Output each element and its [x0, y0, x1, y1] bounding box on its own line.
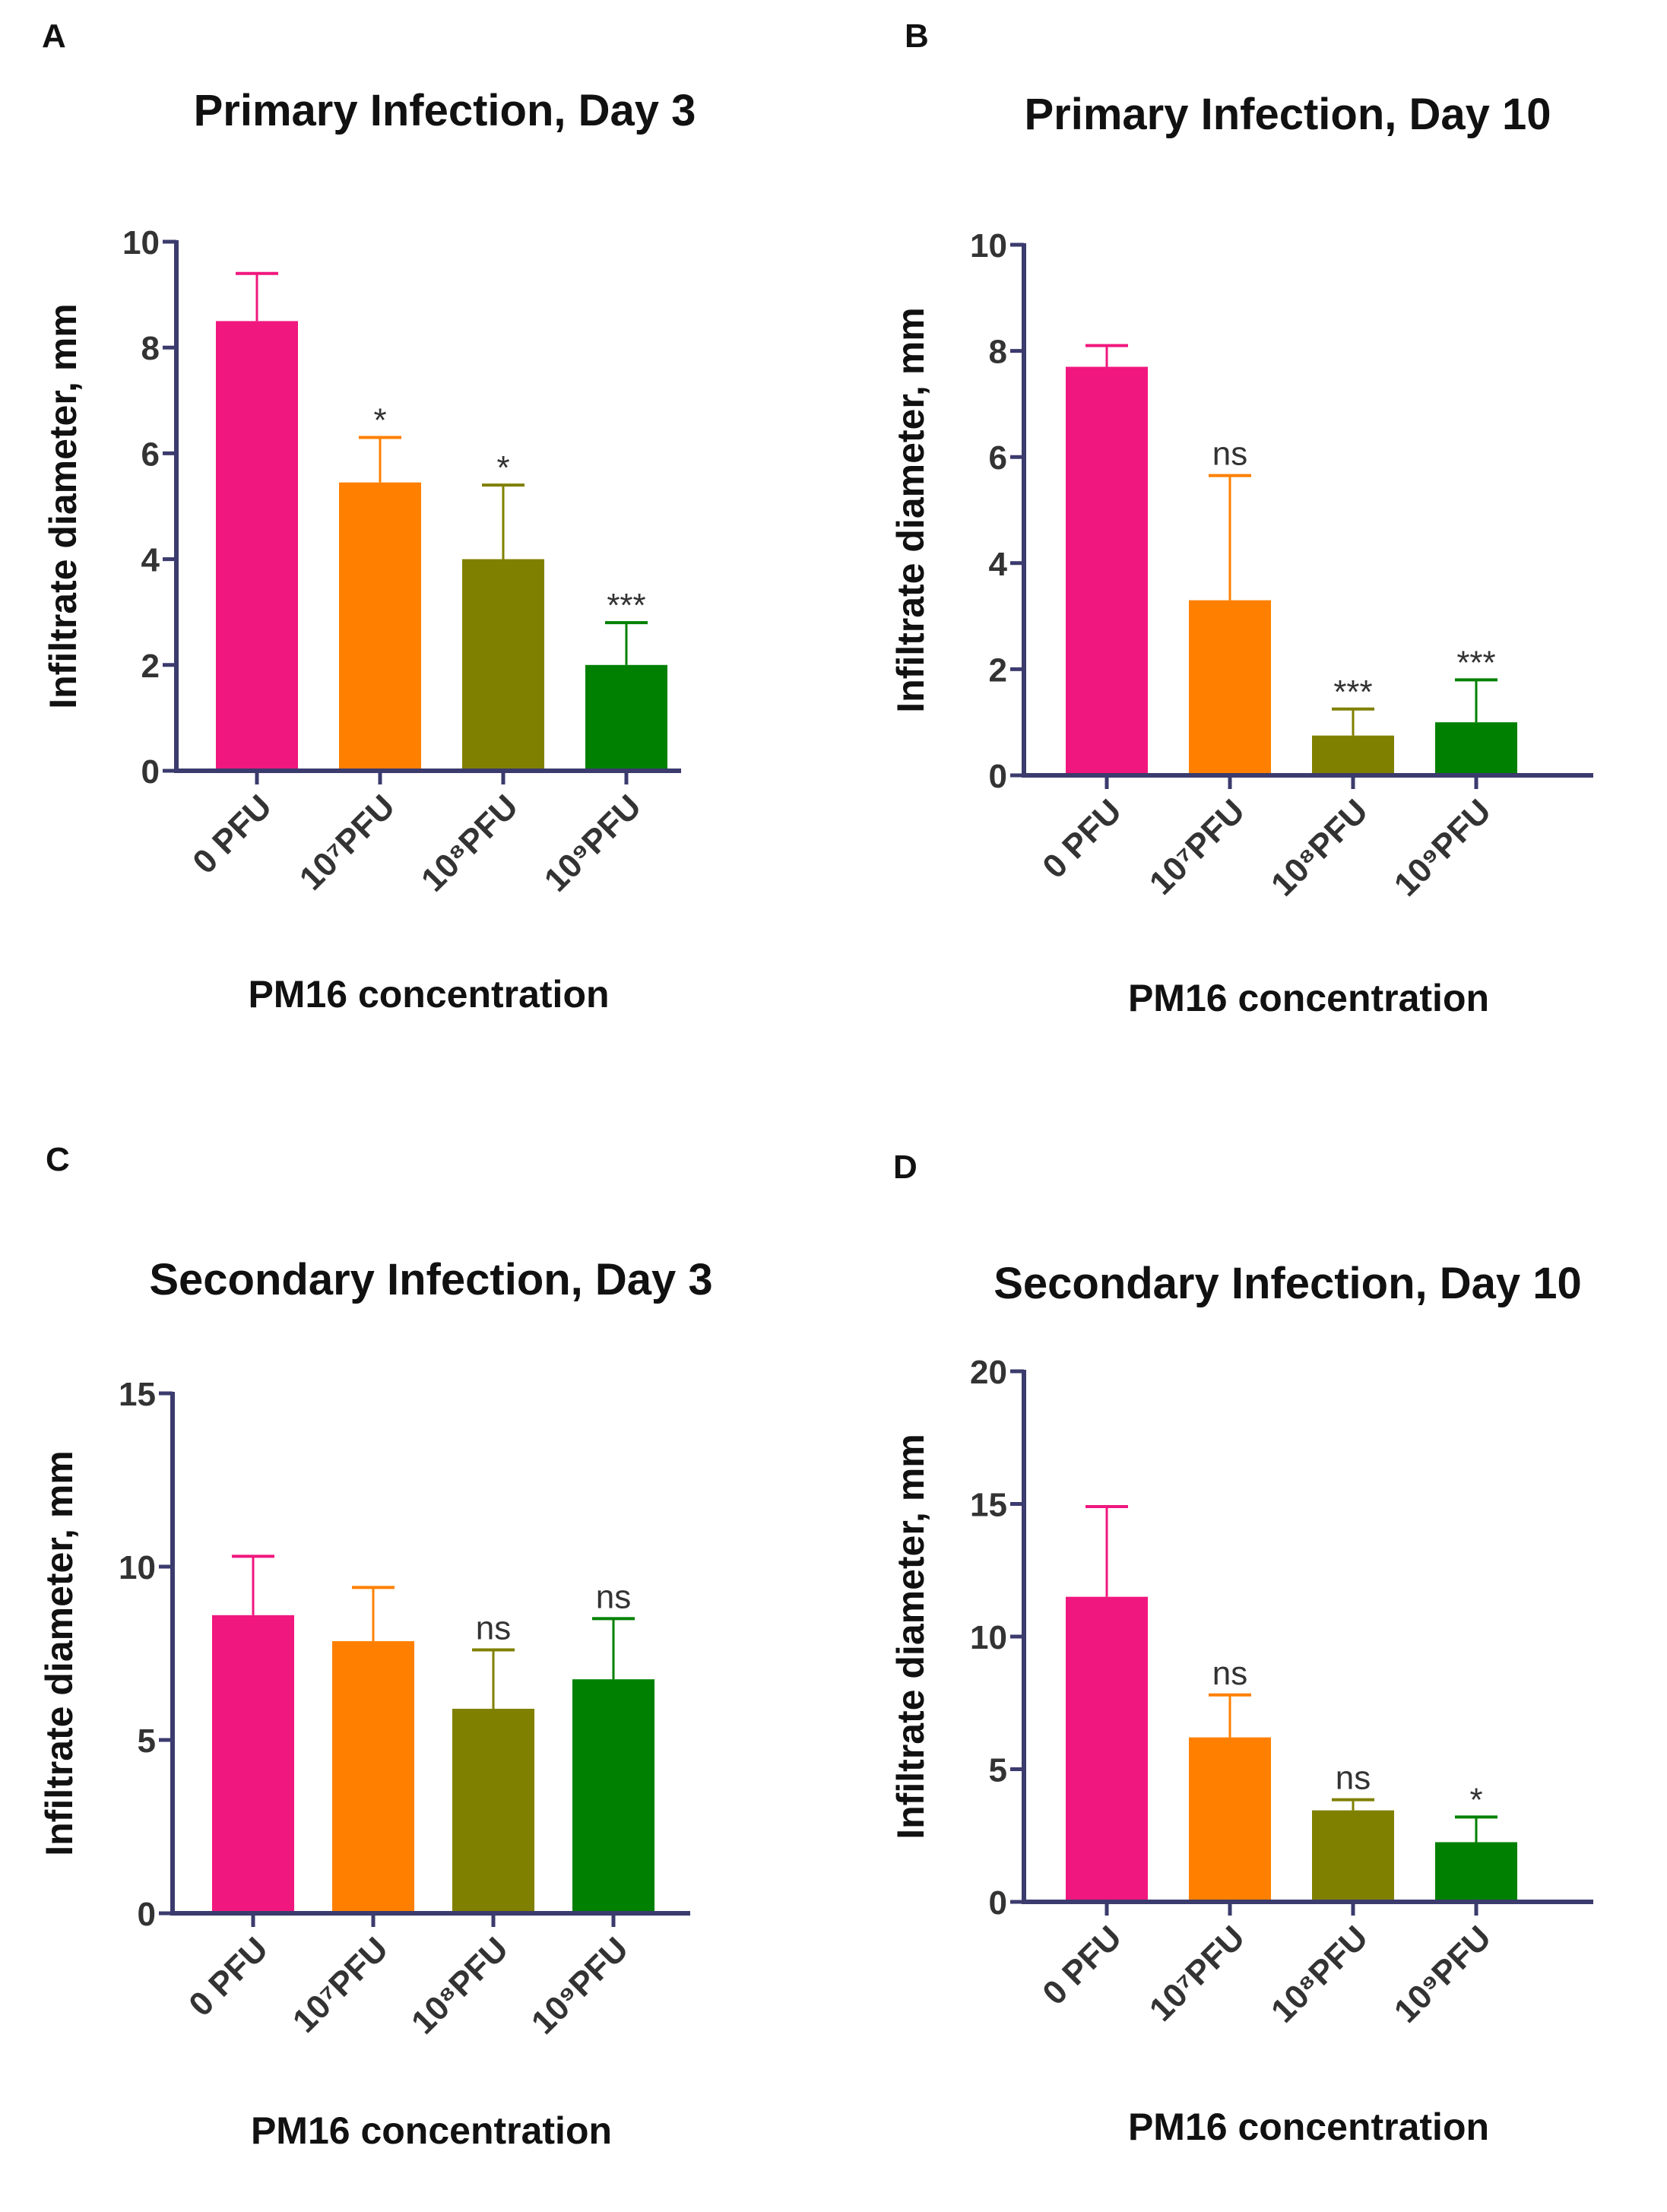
x-tick-label: 0 PFU [1035, 1919, 1129, 2012]
significance-label: * [1469, 1781, 1482, 1818]
bar [339, 482, 421, 771]
panel-D: D Secondary Infection, Day 10 Infiltrate d… [889, 1149, 1593, 2148]
bar [1312, 1810, 1394, 1902]
panel-letter: D [893, 1149, 917, 1186]
y-tick-label: 0 [989, 1884, 1007, 1922]
panel-letter: B [905, 17, 929, 55]
x-tick-label: 10⁷PFU [293, 788, 402, 897]
chart-title: Secondary Infection, Day 10 [994, 1259, 1582, 1308]
y-tick-label: 10 [970, 1619, 1007, 1656]
y-tick-label: 2 [989, 651, 1007, 689]
panel-letter: A [42, 17, 66, 55]
y-axis-label: Infiltrate diameter, mm [889, 307, 932, 713]
y-tick-label: 2 [141, 648, 160, 685]
bar [1435, 722, 1517, 775]
x-tick-label: 10⁷PFU [286, 1930, 395, 2039]
y-tick-label: 0 [989, 758, 1007, 795]
bar [1066, 1596, 1148, 1902]
x-tick-label: 10⁹PFU [525, 1930, 635, 2041]
significance-label: ns [1336, 1760, 1371, 1797]
significance-label: ns [1212, 1655, 1247, 1692]
x-axis-label: PM16 concentration [1128, 977, 1489, 1019]
y-axis-label: Infiltrate diameter, mm [42, 303, 84, 709]
x-axis-label: PM16 concentration [248, 973, 609, 1016]
y-tick-label: 4 [989, 546, 1008, 583]
bar [452, 1708, 534, 1913]
chart-title: Secondary Infection, Day 3 [149, 1255, 712, 1304]
x-tick-label: 10⁷PFU [1142, 1919, 1252, 2028]
y-tick-label: 5 [989, 1752, 1007, 1789]
chart-title: Primary Infection, Day 10 [1024, 90, 1551, 139]
y-tick-label: 15 [119, 1376, 156, 1413]
significance-label: ns [476, 1609, 511, 1646]
panel-C: C Secondary Infection, Day 3 Infiltrate di… [38, 1141, 713, 2152]
bar [1066, 366, 1148, 775]
y-tick-label: 4 [141, 542, 160, 579]
y-tick-label: 5 [138, 1722, 156, 1760]
x-tick-label: 0 PFU [185, 788, 279, 881]
x-tick-label: 10⁹PFU [1387, 1919, 1498, 2030]
bar [216, 321, 298, 771]
y-axis-label: Infiltrate diameter, mm [889, 1434, 932, 1840]
bar [212, 1615, 294, 1913]
x-tick-label: 10⁸PFU [414, 788, 525, 898]
significance-label: *** [1333, 673, 1372, 711]
x-tick-label: 10⁷PFU [1142, 792, 1252, 902]
bar [1189, 1737, 1271, 1902]
bar [462, 559, 544, 771]
y-tick-label: 20 [970, 1354, 1007, 1391]
x-tick-label: 0 PFU [1035, 792, 1129, 886]
bar [572, 1679, 654, 1913]
x-tick-label: 0 PFU [182, 1930, 275, 2023]
x-tick-label: 10⁸PFU [1264, 792, 1375, 903]
bar [585, 664, 667, 771]
significance-label: ns [596, 1578, 631, 1615]
y-tick-label: 8 [141, 330, 160, 367]
y-tick-label: 10 [122, 224, 160, 261]
x-axis-label: PM16 concentration [251, 2109, 612, 2152]
x-axis-label: PM16 concentration [1128, 2106, 1489, 2148]
bar [1189, 600, 1271, 775]
panel-A: A Primary Infection, Day 3 Infiltrate diam… [42, 17, 696, 1016]
x-tick-label: 10⁸PFU [1264, 1919, 1375, 2030]
y-axis-label: Infiltrate diameter, mm [38, 1450, 81, 1856]
significance-label: * [373, 402, 386, 439]
bar [1435, 1842, 1517, 1902]
y-tick-label: 10 [970, 227, 1007, 265]
x-tick-label: 10⁸PFU [404, 1930, 515, 2041]
chart-title: Primary Infection, Day 3 [194, 86, 696, 135]
y-tick-label: 6 [989, 439, 1007, 477]
significance-label: *** [1456, 644, 1495, 681]
x-tick-label: 10⁹PFU [1387, 792, 1498, 903]
significance-label: ns [1212, 436, 1247, 473]
significance-label: *** [607, 587, 645, 624]
y-tick-label: 8 [989, 334, 1007, 371]
y-tick-label: 0 [138, 1896, 156, 1933]
x-tick-label: 10⁹PFU [537, 788, 648, 898]
y-tick-label: 0 [141, 753, 160, 791]
bar [1312, 735, 1394, 775]
y-tick-label: 15 [970, 1487, 1007, 1524]
panel-letter: C [46, 1141, 70, 1178]
significance-label: * [496, 449, 509, 486]
panel-B: B Primary Infection, Day 10 Infiltrate dia… [889, 17, 1593, 1019]
y-tick-label: 10 [119, 1549, 156, 1586]
y-tick-label: 6 [141, 436, 160, 473]
bar [332, 1641, 414, 1913]
